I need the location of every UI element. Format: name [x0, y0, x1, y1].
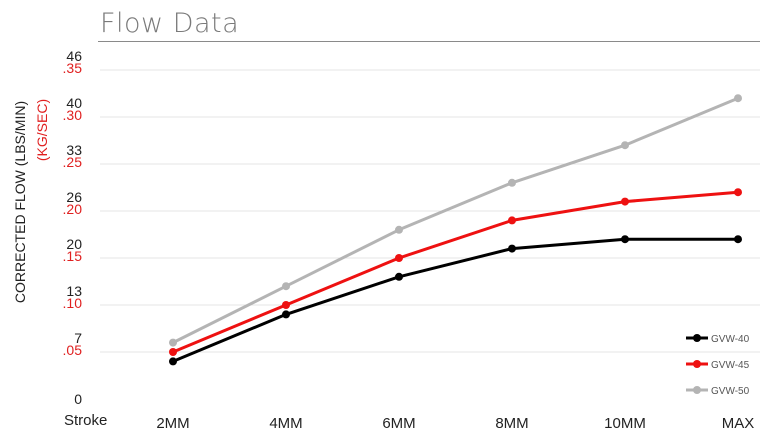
- data-point: [282, 310, 290, 319]
- y-tick-label-secondary: .30: [63, 107, 83, 123]
- y-tick-label-primary: 13: [66, 283, 82, 299]
- y-tick-label-primary: 46: [66, 48, 82, 64]
- data-point: [621, 141, 629, 150]
- y-tick-label-secondary: .25: [63, 154, 83, 170]
- y-tick-label-primary: 7: [74, 330, 82, 346]
- data-point: [282, 282, 290, 291]
- x-tick-label: 6MM: [382, 415, 415, 432]
- y-tick-label-primary: 20: [66, 236, 82, 252]
- data-point: [169, 348, 177, 356]
- data-point: [169, 357, 177, 366]
- x-tick-label: 4MM: [269, 415, 302, 432]
- x-tick-label: MAX: [722, 415, 755, 432]
- data-point: [508, 178, 516, 187]
- y-tick-label-primary: 0: [74, 391, 82, 407]
- data-point: [734, 94, 742, 103]
- x-tick-label: 10MM: [604, 415, 646, 432]
- data-point: [395, 225, 403, 234]
- y-tick-label-secondary: .10: [63, 295, 83, 311]
- data-point: [734, 235, 742, 244]
- legend-label: GVW-40: [711, 334, 750, 345]
- y-tick-label-primary: 33: [66, 142, 82, 158]
- data-point: [734, 188, 742, 197]
- y-tick-label-primary: 40: [66, 95, 82, 111]
- data-point: [169, 338, 177, 347]
- title-divider: [98, 41, 760, 42]
- series-line: [172, 96, 739, 344]
- legend-label: GVW-50: [711, 386, 750, 397]
- section-title: Flow Data: [100, 8, 240, 39]
- x-tick-label: 2MM: [156, 415, 189, 432]
- x-tick-label: 8MM: [495, 415, 528, 432]
- y-tick-label-secondary: .35: [63, 60, 83, 76]
- y-tick-label-primary: 26: [66, 189, 82, 205]
- data-point: [621, 235, 629, 244]
- series-line: [172, 237, 738, 363]
- y-tick-label-secondary: .15: [63, 248, 83, 264]
- y-tick-label-secondary: .20: [63, 201, 83, 217]
- data-point: [508, 216, 516, 225]
- data-point: [508, 244, 516, 253]
- legend-swatch-marker: [693, 386, 701, 394]
- data-point: [395, 272, 403, 281]
- legend-swatch-marker: [693, 360, 701, 368]
- x-axis-prefix-label: Stroke: [64, 412, 108, 429]
- series-line: [172, 190, 739, 354]
- data-point: [395, 254, 403, 262]
- y-tick-label-secondary: .05: [63, 342, 83, 358]
- data-point: [621, 197, 629, 206]
- legend-label: GVW-45: [711, 360, 750, 371]
- data-point: [282, 301, 290, 309]
- legend-swatch-marker: [693, 334, 701, 342]
